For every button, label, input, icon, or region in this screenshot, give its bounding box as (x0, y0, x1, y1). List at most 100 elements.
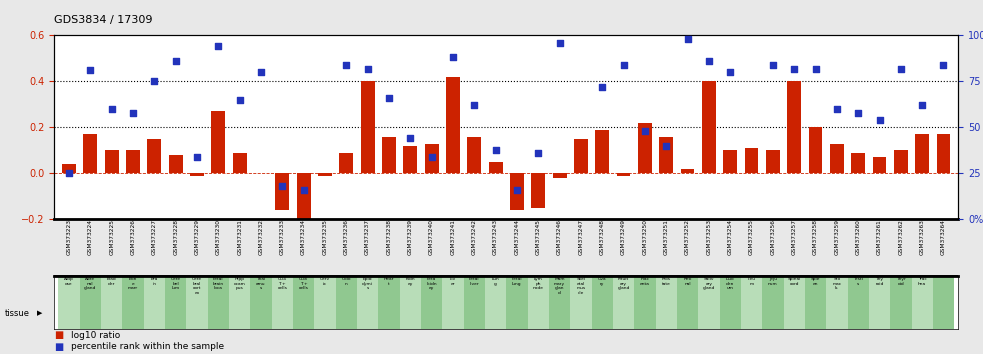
Text: CD4
T +
cells: CD4 T + cells (277, 277, 287, 290)
Text: Fetal
liver: Fetal liver (469, 277, 480, 286)
Text: Bon
e
marr: Bon e marr (128, 277, 138, 290)
Bar (762, 276, 783, 329)
Point (253, 69, 268, 75)
Bar (335, 276, 357, 329)
Text: GSM373259: GSM373259 (835, 219, 839, 256)
Bar (741, 276, 762, 329)
Point (466, 103, 482, 108)
Text: Jeju
num: Jeju num (768, 277, 778, 286)
Bar (723, 150, 737, 173)
Bar (339, 153, 353, 173)
Bar (847, 276, 869, 329)
Bar (894, 150, 907, 173)
Point (488, 147, 503, 152)
Text: GSM373232: GSM373232 (259, 219, 263, 256)
Point (744, 18, 760, 23)
Bar (937, 134, 951, 173)
Text: Feta
lkidn
ey: Feta lkidn ey (427, 277, 436, 290)
Text: percentile rank within the sample: percentile rank within the sample (71, 342, 224, 352)
Text: Cere
bral
cort
ex: Cere bral cort ex (192, 277, 202, 295)
Bar (634, 276, 656, 329)
Text: GSM373224: GSM373224 (87, 219, 92, 256)
Text: GSM373223: GSM373223 (67, 219, 72, 256)
Text: GSM373250: GSM373250 (642, 219, 648, 256)
Bar (574, 139, 588, 173)
Bar (318, 173, 332, 176)
Text: GSM373255: GSM373255 (749, 219, 754, 256)
Point (424, 154, 439, 160)
Bar (147, 139, 161, 173)
Text: GSM373231: GSM373231 (237, 219, 242, 255)
Point (61, 171, 77, 176)
Text: log10 ratio: log10 ratio (71, 331, 120, 340)
Point (829, 106, 844, 112)
Point (445, 55, 461, 60)
Bar (592, 276, 612, 329)
Bar (297, 173, 311, 231)
Point (125, 110, 141, 115)
Point (104, 106, 120, 112)
Bar (891, 276, 911, 329)
Text: GSM373244: GSM373244 (514, 219, 519, 256)
Bar (271, 276, 293, 329)
Bar (805, 276, 826, 329)
Text: Adre
nal
gland: Adre nal gland (85, 277, 96, 290)
Bar (506, 276, 528, 329)
Point (850, 110, 866, 115)
Text: Epid
dymi
s: Epid dymi s (362, 277, 373, 290)
Bar (361, 81, 375, 173)
Point (509, 187, 525, 193)
Bar (616, 173, 630, 176)
Text: GSM373234: GSM373234 (301, 219, 306, 256)
Text: GSM373256: GSM373256 (771, 219, 776, 255)
Point (595, 84, 610, 90)
Bar (467, 137, 482, 173)
Point (232, 97, 248, 103)
Bar (528, 276, 549, 329)
Text: GSM373258: GSM373258 (813, 219, 818, 256)
Point (637, 128, 653, 134)
Bar (293, 276, 315, 329)
Text: Lym
ph
node: Lym ph node (533, 277, 544, 290)
Point (296, 187, 312, 193)
Text: ▶: ▶ (37, 310, 42, 316)
Bar (211, 111, 225, 173)
Text: Thy
roid: Thy roid (875, 277, 884, 286)
Text: GSM373225: GSM373225 (109, 219, 114, 256)
Text: Lun
g: Lun g (492, 277, 499, 286)
Text: GSM373236: GSM373236 (344, 219, 349, 255)
Text: Pituit
ary
gland: Pituit ary gland (617, 277, 630, 290)
Text: GSM373245: GSM373245 (536, 219, 541, 256)
Bar (58, 276, 80, 329)
Text: Thyr
oid: Thyr oid (896, 277, 905, 286)
Point (893, 66, 908, 72)
Point (83, 68, 98, 73)
Bar (446, 77, 460, 173)
Text: GSM373264: GSM373264 (941, 219, 946, 255)
Bar (698, 276, 720, 329)
Bar (80, 276, 101, 329)
Text: Bra
in: Bra in (150, 277, 158, 286)
Point (936, 62, 952, 68)
Text: GSM373227: GSM373227 (151, 219, 157, 256)
Text: Kidn
ey: Kidn ey (405, 277, 415, 286)
Point (679, 36, 695, 42)
Text: GSM373252: GSM373252 (685, 219, 690, 256)
Point (168, 58, 184, 64)
Text: CD8
T +
cells: CD8 T + cells (299, 277, 309, 290)
Text: Ova
ry: Ova ry (598, 277, 607, 286)
Text: GSM373237: GSM373237 (365, 219, 371, 256)
Bar (702, 81, 716, 173)
Bar (101, 276, 122, 329)
Bar (783, 276, 805, 329)
Text: Trac
hea: Trac hea (918, 277, 927, 286)
Point (531, 150, 547, 156)
Point (402, 136, 418, 141)
Text: GSM373261: GSM373261 (877, 219, 882, 255)
Text: Saliv
ary
gland: Saliv ary gland (703, 277, 715, 290)
Text: Sple
en: Sple en (811, 277, 820, 286)
Bar (873, 157, 887, 173)
Text: GSM373262: GSM373262 (898, 219, 903, 255)
Text: tissue: tissue (5, 309, 29, 318)
Bar (169, 155, 183, 173)
